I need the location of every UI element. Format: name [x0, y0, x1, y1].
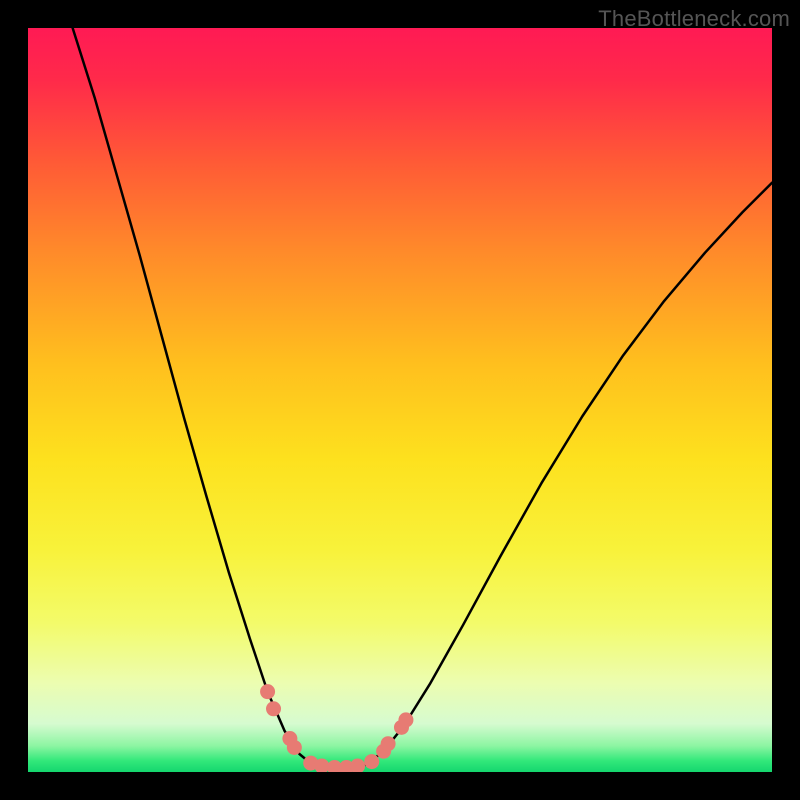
marker-point	[260, 684, 275, 699]
marker-point	[287, 740, 302, 755]
marker-point	[381, 736, 396, 751]
gradient-background	[28, 28, 772, 772]
marker-point	[364, 754, 379, 769]
outer-frame: TheBottleneck.com	[0, 0, 800, 800]
marker-point	[266, 701, 281, 716]
bottleneck-curve-plot	[28, 28, 772, 772]
plot-canvas	[28, 28, 772, 772]
marker-point	[398, 712, 413, 727]
